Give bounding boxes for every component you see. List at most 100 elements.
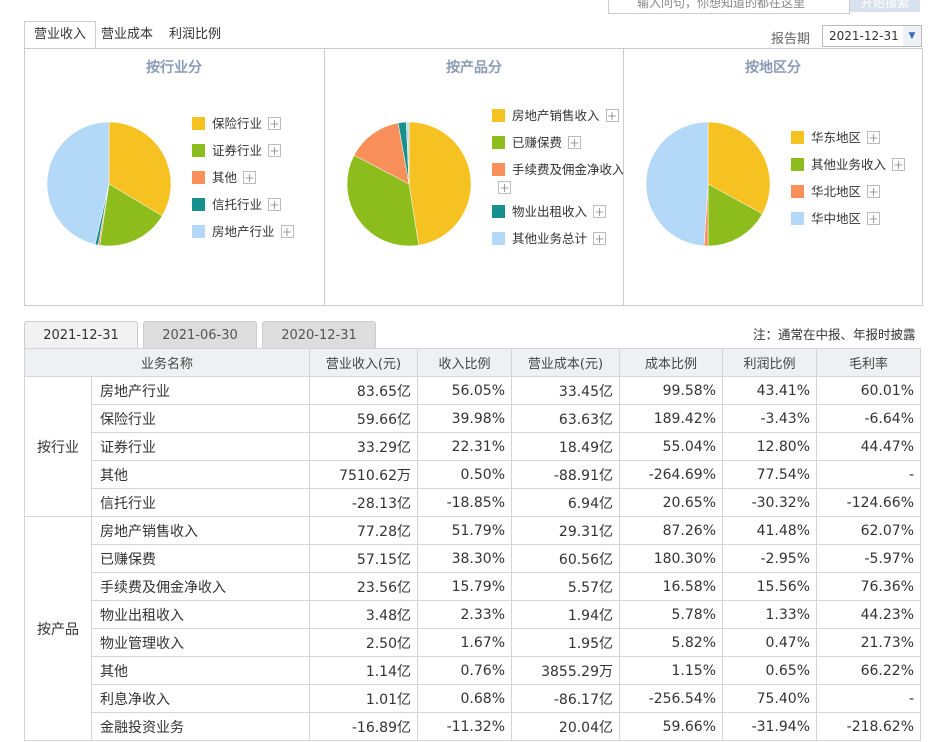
table-cell: -6.64% xyxy=(816,404,921,433)
date-tab[interactable]: 2020-12-31 xyxy=(262,321,376,349)
column-header: 收入比例 xyxy=(417,348,512,377)
table-cell: 59.66亿 xyxy=(309,404,418,433)
expand-button[interactable]: + xyxy=(243,171,257,185)
date-tab[interactable]: 2021-12-31 xyxy=(24,321,138,349)
date-tab[interactable]: 2021-06-30 xyxy=(143,321,257,349)
table-cell: -5.97% xyxy=(816,544,921,573)
table-cell: 0.47% xyxy=(722,628,817,657)
table-cell: 5.82% xyxy=(619,628,723,657)
table-cell: -18.85% xyxy=(417,488,512,517)
table-cell: 5.78% xyxy=(619,600,723,629)
expand-button[interactable]: + xyxy=(268,198,282,212)
legend-item: 手续费及佣金净收入 + xyxy=(492,161,627,194)
search-box[interactable]: 输入问句，你想知道的都在这里 xyxy=(608,0,850,14)
table-cell: 60.56亿 xyxy=(511,544,620,573)
table-cell: 75.40% xyxy=(722,684,817,713)
period-label: 报告期 xyxy=(771,32,811,47)
pie-slice xyxy=(46,121,110,245)
expand-button[interactable]: + xyxy=(268,144,282,158)
legend-label: 其他 xyxy=(212,170,238,185)
table-cell: 23.56亿 xyxy=(309,572,418,601)
expand-button[interactable]: + xyxy=(593,232,607,246)
pie-slice xyxy=(707,121,771,215)
expand-button[interactable]: + xyxy=(268,117,282,131)
column-header: 成本比例 xyxy=(619,348,723,377)
expand-button[interactable]: + xyxy=(280,225,294,239)
business-name: 利息净收入 xyxy=(91,684,310,713)
table-cell: 33.29亿 xyxy=(309,432,418,461)
legend-label: 保险行业 xyxy=(212,116,263,131)
legend-swatch xyxy=(791,158,804,171)
search-button[interactable]: 开始搜索 xyxy=(850,0,920,12)
table-cell: -16.89亿 xyxy=(309,712,418,741)
table-cell: 21.73% xyxy=(816,628,921,657)
search-placeholder: 输入问句，你想知道的都在这里 xyxy=(637,0,806,10)
tab[interactable]: 营业成本 xyxy=(101,27,154,42)
table-cell: 63.63亿 xyxy=(511,404,620,433)
legend-swatch xyxy=(492,136,505,149)
table-cell: 83.65亿 xyxy=(309,376,418,405)
legend-swatch xyxy=(492,232,505,245)
table-cell: 0.76% xyxy=(417,656,512,685)
table-cell: 22.31% xyxy=(417,432,512,461)
table-cell: - xyxy=(816,460,921,489)
table-row: 其他 7510.62万 0.50% -88.91亿 -264.69% 77.54% - xyxy=(25,460,921,489)
expand-button[interactable]: + xyxy=(892,158,906,172)
expand-button[interactable]: + xyxy=(498,181,511,195)
table-cell: 1.67% xyxy=(417,628,512,657)
expand-button[interactable]: + xyxy=(867,185,881,199)
pie-slice xyxy=(108,121,172,217)
table-row: 信托行业 -28.13亿 -18.85% 6.94亿 20.65% -30.32% -124… xyxy=(25,488,921,517)
table-row: 物业管理收入 2.50亿 1.67% 1.95亿 5.82% 0.47% 21.73% xyxy=(25,628,921,657)
header-row: 业务名称 营业收入(元) 收入比例 营业成本(元) 成本比例 利润比例 毛利率 xyxy=(24,348,921,377)
table-cell: 1.95亿 xyxy=(511,628,620,657)
tab[interactable]: 营业收入 xyxy=(24,21,97,49)
legend-label: 已赚保费 xyxy=(512,135,563,150)
legend-label: 房地产销售收入 xyxy=(512,108,600,123)
expand-button[interactable]: + xyxy=(867,212,881,226)
period-select[interactable]: 2021-12-31 ▼ xyxy=(822,25,922,47)
table-cell: 60.01% xyxy=(816,376,921,405)
legend-item: 其他业务收入 + xyxy=(791,156,926,174)
legend-swatch xyxy=(791,212,804,225)
expand-button[interactable]: + xyxy=(605,109,619,123)
chart-section: 按产品分 房地产销售收入 + 已赚保费 + 手续费及佣金净收入 + 物业出租收入 + 其他业务总计… xyxy=(324,49,625,305)
tab[interactable]: 利润比例 xyxy=(169,27,222,42)
chart-title: 按地区分 xyxy=(745,60,801,76)
table-cell: -28.13亿 xyxy=(309,488,418,517)
legend-item: 信托行业 + xyxy=(192,196,327,214)
table-cell: 39.98% xyxy=(417,404,512,433)
expand-button[interactable]: + xyxy=(867,131,881,145)
business-name: 手续费及佣金净收入 xyxy=(91,572,310,601)
table-cell: 2.50亿 xyxy=(309,628,418,657)
table-row: 物业出租收入 3.48亿 2.33% 1.94亿 5.78% 1.33% 44.23% xyxy=(25,600,921,629)
legend-label: 信托行业 xyxy=(212,197,263,212)
table-cell: 29.31亿 xyxy=(511,516,620,545)
table-cell: 20.65% xyxy=(619,488,723,517)
table-cell: 20.04亿 xyxy=(511,712,620,741)
expand-button[interactable]: + xyxy=(568,136,582,150)
table-cell: 7510.62万 xyxy=(309,460,418,489)
legend-label: 证券行业 xyxy=(212,143,263,158)
table-cell: 55.04% xyxy=(619,432,723,461)
table-cell: 16.58% xyxy=(619,572,723,601)
legend-item: 保险行业 + xyxy=(192,115,327,133)
table-cell: -264.69% xyxy=(619,460,723,489)
chart-section: 按行业分 保险行业 + 证券行业 + 其他 + 信托行业 + 房地产行业 + xyxy=(25,49,323,305)
table-cell: 76.36% xyxy=(816,572,921,601)
table-cell: 87.26% xyxy=(619,516,723,545)
column-header: 营业成本(元) xyxy=(511,348,620,377)
table-cell: 56.05% xyxy=(417,376,512,405)
expand-button[interactable]: + xyxy=(593,205,607,219)
business-name: 其他 xyxy=(91,460,310,489)
table-cell: 1.15% xyxy=(619,656,723,685)
column-header: 毛利率 xyxy=(816,348,921,377)
legend-item: 已赚保费 + xyxy=(492,134,627,152)
legend-label: 华北地区 xyxy=(811,184,862,199)
table-cell: 99.58% xyxy=(619,376,723,405)
table-row: 证券行业 33.29亿 22.31% 18.49亿 55.04% 12.80% 44.47% xyxy=(25,432,921,461)
table-cell: -86.17亿 xyxy=(511,684,620,713)
table-row: 其他 1.14亿 0.76% 3855.29万 1.15% 0.65% 66.22% xyxy=(25,656,921,685)
legend-swatch xyxy=(192,198,205,211)
pie xyxy=(645,121,771,247)
